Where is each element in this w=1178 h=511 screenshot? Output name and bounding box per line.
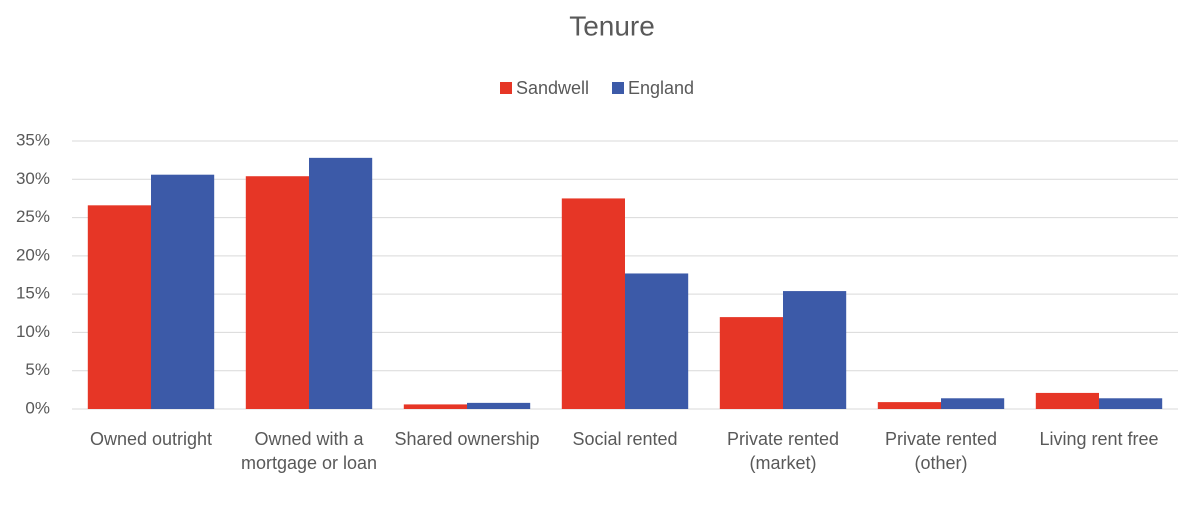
bar — [877, 402, 941, 409]
legend-swatch — [500, 82, 512, 94]
bar — [1035, 392, 1099, 409]
bar — [467, 402, 531, 409]
bar — [941, 398, 1005, 409]
bar — [309, 157, 373, 409]
x-tick-label: Owned with a mortgage or loan — [240, 429, 378, 473]
x-tick-label: Living rent free — [1039, 429, 1159, 449]
bar — [561, 198, 625, 409]
legend-swatch — [612, 82, 624, 94]
bar — [783, 291, 847, 409]
y-tick-label: 35% — [16, 130, 50, 149]
bar — [1099, 398, 1163, 409]
y-tick-label: 0% — [25, 398, 50, 417]
y-tick-label: 20% — [16, 245, 50, 264]
legend-label: Sandwell — [516, 78, 589, 98]
bar — [625, 273, 689, 409]
bar — [151, 174, 215, 409]
bar — [403, 404, 467, 409]
y-tick-label: 25% — [16, 207, 50, 226]
x-tick-label: Owned outright — [89, 429, 213, 449]
x-tick-label: Shared ownership — [394, 429, 540, 449]
x-tick-label: Social rented — [572, 429, 678, 449]
y-tick-label: 30% — [16, 169, 50, 188]
bar — [87, 205, 151, 409]
legend-label: England — [628, 78, 694, 98]
y-tick-label: 10% — [16, 322, 50, 341]
bar — [719, 317, 783, 409]
x-tick-label: Private rented (other) — [884, 429, 998, 473]
chart-title: Tenure — [569, 10, 655, 41]
y-tick-label: 15% — [16, 284, 50, 303]
bar — [245, 176, 309, 409]
x-tick-label: Private rented (market) — [726, 429, 840, 473]
y-tick-label: 5% — [25, 360, 50, 379]
